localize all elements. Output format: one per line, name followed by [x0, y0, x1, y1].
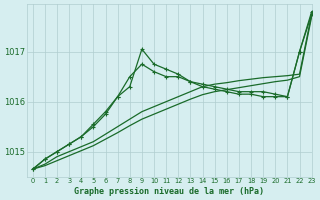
X-axis label: Graphe pression niveau de la mer (hPa): Graphe pression niveau de la mer (hPa) [74, 187, 264, 196]
